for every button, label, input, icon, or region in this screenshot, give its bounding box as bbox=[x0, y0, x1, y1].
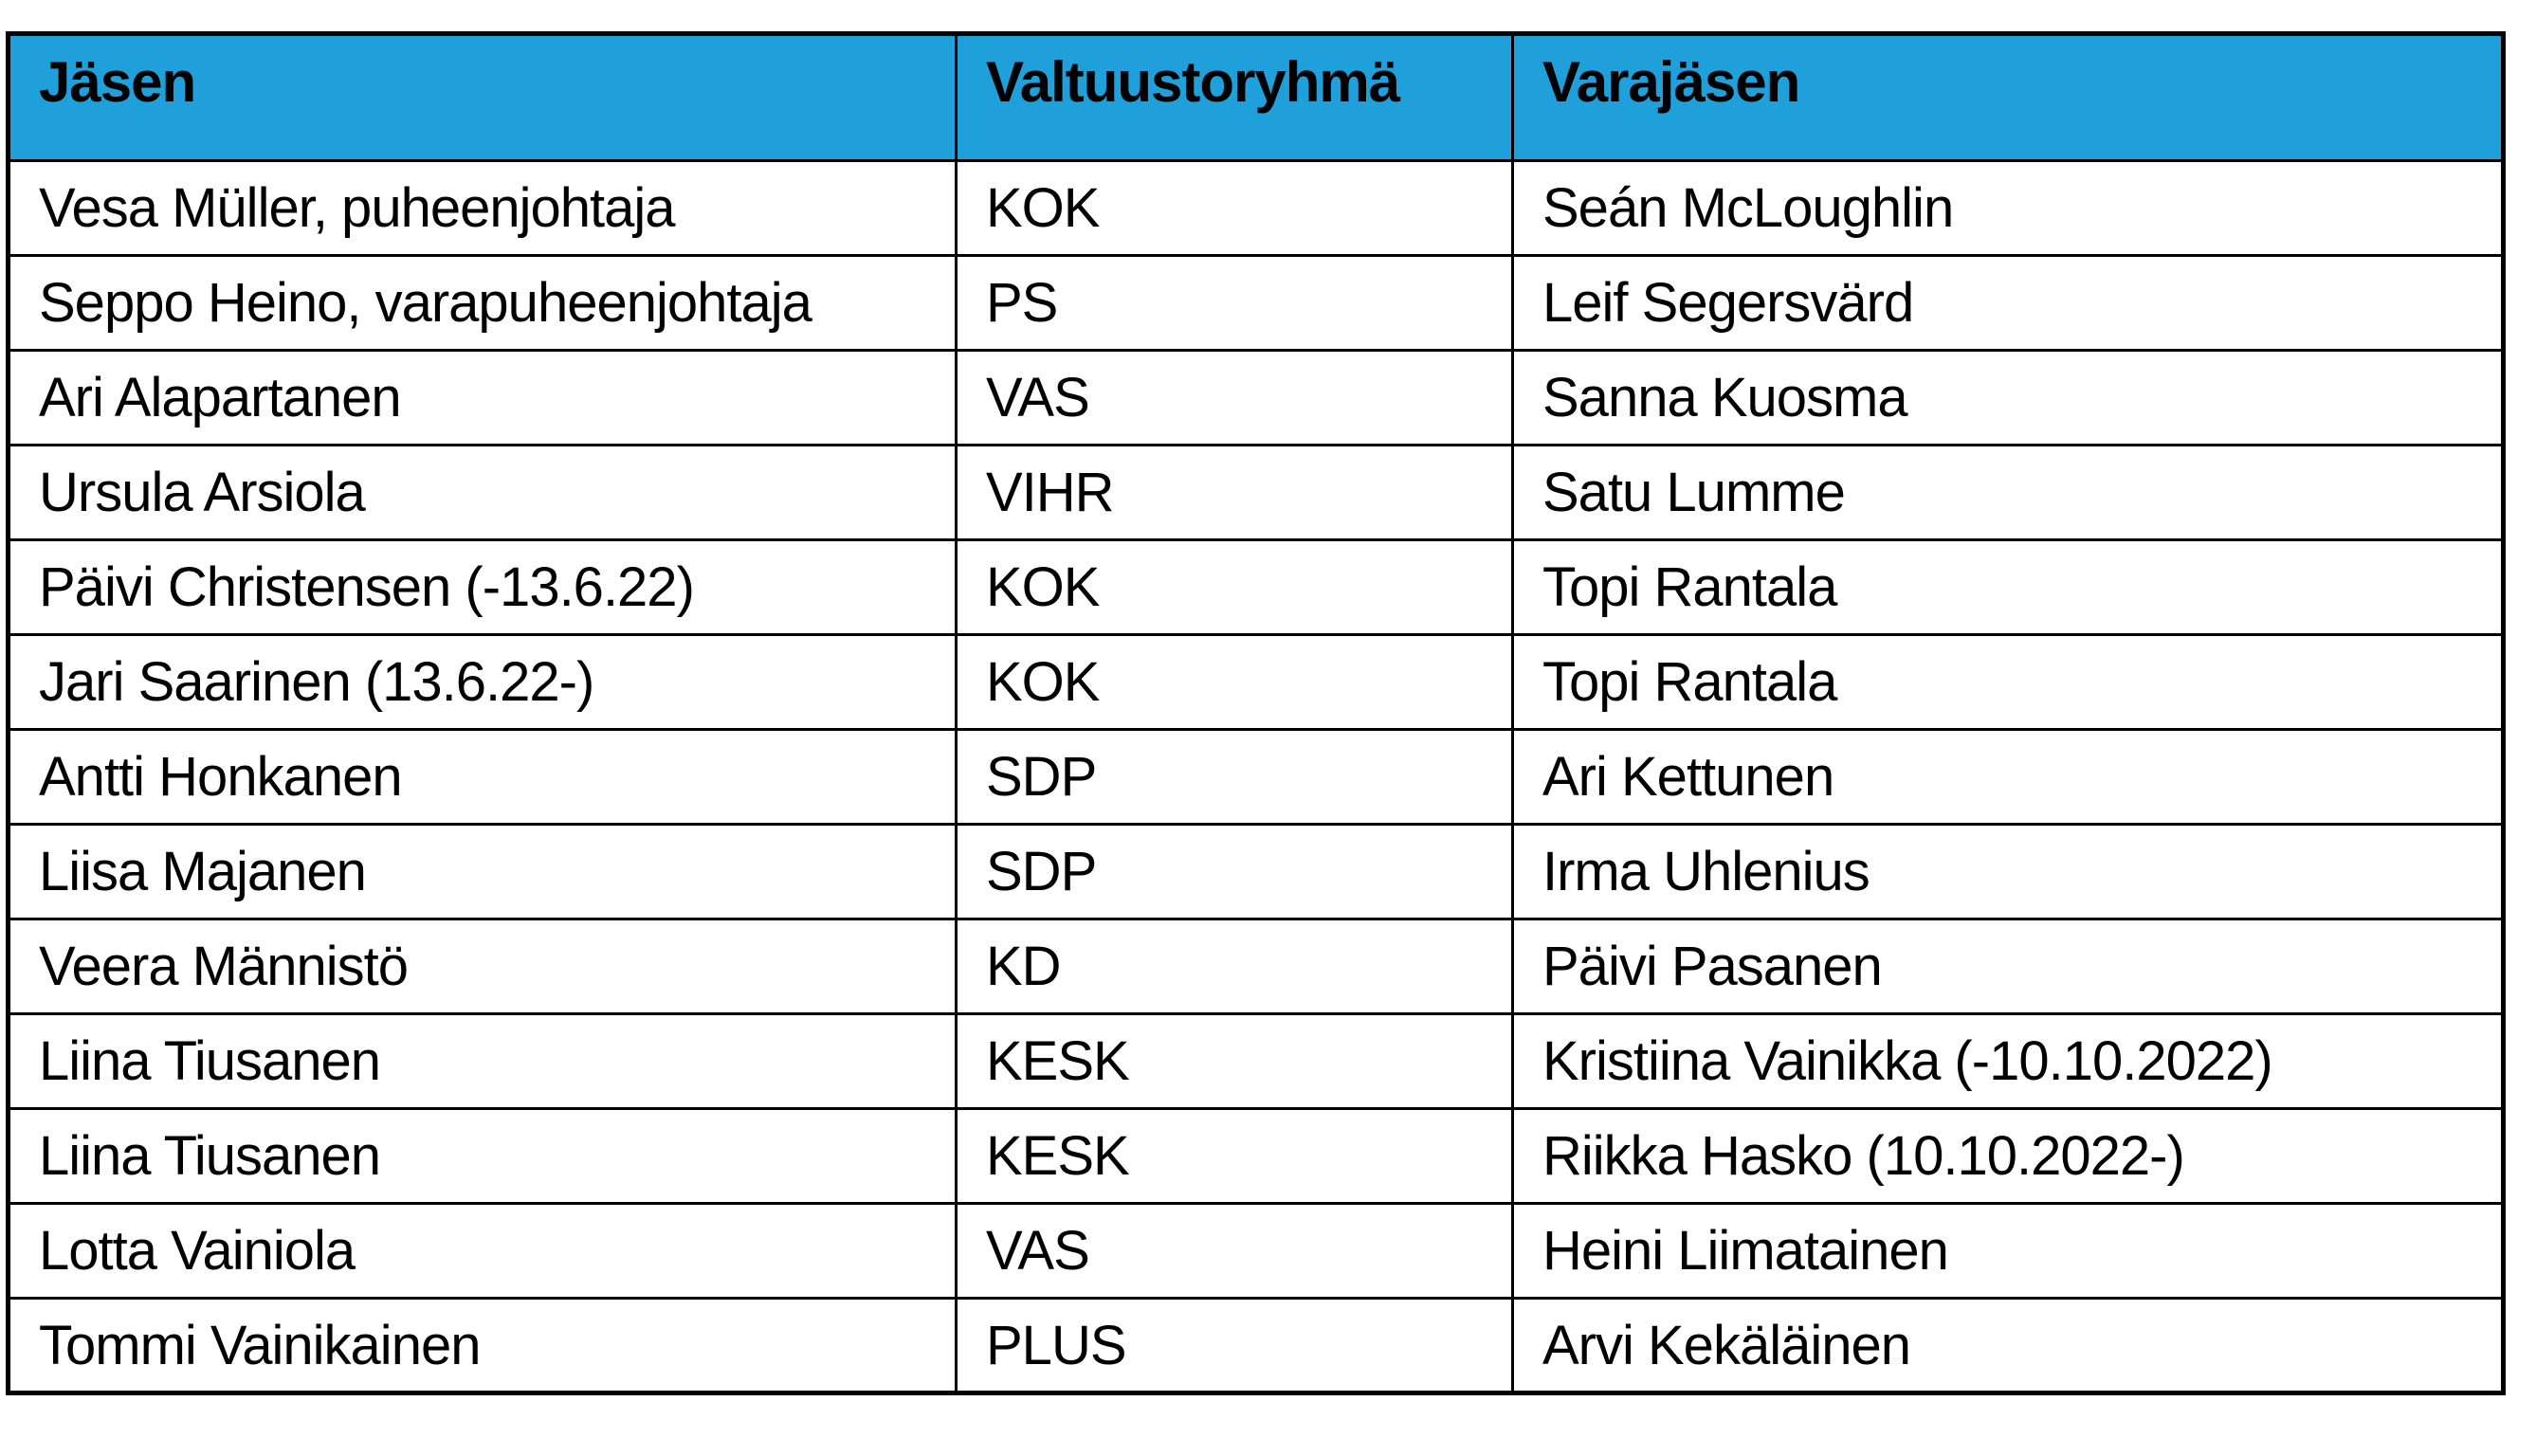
cell-member: Vesa Müller, puheenjohtaja bbox=[7, 159, 958, 257]
cell-group: KD bbox=[955, 918, 1514, 1015]
cell-member: Liina Tiusanen bbox=[7, 1012, 958, 1110]
cell-group: KESK bbox=[955, 1012, 1514, 1110]
cell-member: Antti Honkanen bbox=[7, 728, 958, 826]
cell-deputy: Arvi Kekäläinen bbox=[1511, 1297, 2505, 1394]
cell-deputy: Satu Lumme bbox=[1511, 444, 2505, 541]
cell-deputy: Kristiina Vainikka (-10.10.2022) bbox=[1511, 1012, 2505, 1110]
cell-member: Lotta Vainiola bbox=[7, 1202, 958, 1300]
cell-deputy: Päivi Pasanen bbox=[1511, 918, 2505, 1015]
cell-deputy: Seán McLoughlin bbox=[1511, 159, 2505, 257]
cell-group: PS bbox=[955, 254, 1514, 352]
cell-deputy: Leif Segersvärd bbox=[1511, 254, 2505, 352]
table-row: Liina Tiusanen KESK Kristiina Vainikka (… bbox=[7, 1012, 2505, 1110]
cell-member: Veera Männistö bbox=[7, 918, 958, 1015]
cell-group: SDP bbox=[955, 823, 1514, 920]
col-header-jasen: Jäsen bbox=[7, 32, 958, 162]
cell-deputy: Topi Rantala bbox=[1511, 633, 2505, 731]
cell-deputy: Riikka Hasko (10.10.2022-) bbox=[1511, 1107, 2505, 1205]
cell-member: Liina Tiusanen bbox=[7, 1107, 958, 1205]
table-body: Vesa Müller, puheenjohtaja KOK Seán McLo… bbox=[7, 159, 2505, 1394]
cell-member: Ari Alapartanen bbox=[7, 349, 958, 446]
table-row: Liina Tiusanen KESK Riikka Hasko (10.10.… bbox=[7, 1107, 2505, 1205]
table-row: Vesa Müller, puheenjohtaja KOK Seán McLo… bbox=[7, 159, 2505, 257]
col-header-varajasen: Varajäsen bbox=[1511, 32, 2505, 162]
table-row: Ursula Arsiola VIHR Satu Lumme bbox=[7, 444, 2505, 541]
cell-group: PLUS bbox=[955, 1297, 1514, 1394]
cell-member: Päivi Christensen (-13.6.22) bbox=[7, 538, 958, 636]
cell-deputy: Sanna Kuosma bbox=[1511, 349, 2505, 446]
committee-members-table: Jäsen Valtuustoryhmä Varajäsen Vesa Müll… bbox=[6, 31, 2506, 1395]
table-header: Jäsen Valtuustoryhmä Varajäsen bbox=[7, 32, 2505, 162]
cell-group: KOK bbox=[955, 538, 1514, 636]
cell-member: Jari Saarinen (13.6.22-) bbox=[7, 633, 958, 731]
table-row: Tommi Vainikainen PLUS Arvi Kekäläinen bbox=[7, 1297, 2505, 1394]
cell-group: KOK bbox=[955, 159, 1514, 257]
table-row: Seppo Heino, varapuheenjohtaja PS Leif S… bbox=[7, 254, 2505, 352]
table-row: Antti Honkanen SDP Ari Kettunen bbox=[7, 728, 2505, 826]
cell-group: KOK bbox=[955, 633, 1514, 731]
cell-group: VAS bbox=[955, 1202, 1514, 1300]
cell-group: SDP bbox=[955, 728, 1514, 826]
col-header-valtuustoryhma: Valtuustoryhmä bbox=[955, 32, 1514, 162]
table-row: Lotta Vainiola VAS Heini Liimatainen bbox=[7, 1202, 2505, 1300]
cell-deputy: Topi Rantala bbox=[1511, 538, 2505, 636]
table-row: Veera Männistö KD Päivi Pasanen bbox=[7, 918, 2505, 1015]
header-row: Jäsen Valtuustoryhmä Varajäsen bbox=[7, 32, 2505, 162]
table-row: Ari Alapartanen VAS Sanna Kuosma bbox=[7, 349, 2505, 446]
cell-member: Ursula Arsiola bbox=[7, 444, 958, 541]
cell-deputy: Heini Liimatainen bbox=[1511, 1202, 2505, 1300]
cell-deputy: Irma Uhlenius bbox=[1511, 823, 2505, 920]
cell-member: Seppo Heino, varapuheenjohtaja bbox=[7, 254, 958, 352]
cell-group: VAS bbox=[955, 349, 1514, 446]
table-row: Liisa Majanen SDP Irma Uhlenius bbox=[7, 823, 2505, 920]
cell-member: Liisa Majanen bbox=[7, 823, 958, 920]
cell-group: KESK bbox=[955, 1107, 1514, 1205]
cell-deputy: Ari Kettunen bbox=[1511, 728, 2505, 826]
cell-group: VIHR bbox=[955, 444, 1514, 541]
table-row: Jari Saarinen (13.6.22-) KOK Topi Rantal… bbox=[7, 633, 2505, 731]
cell-member: Tommi Vainikainen bbox=[7, 1297, 958, 1394]
table-row: Päivi Christensen (-13.6.22) KOK Topi Ra… bbox=[7, 538, 2505, 636]
